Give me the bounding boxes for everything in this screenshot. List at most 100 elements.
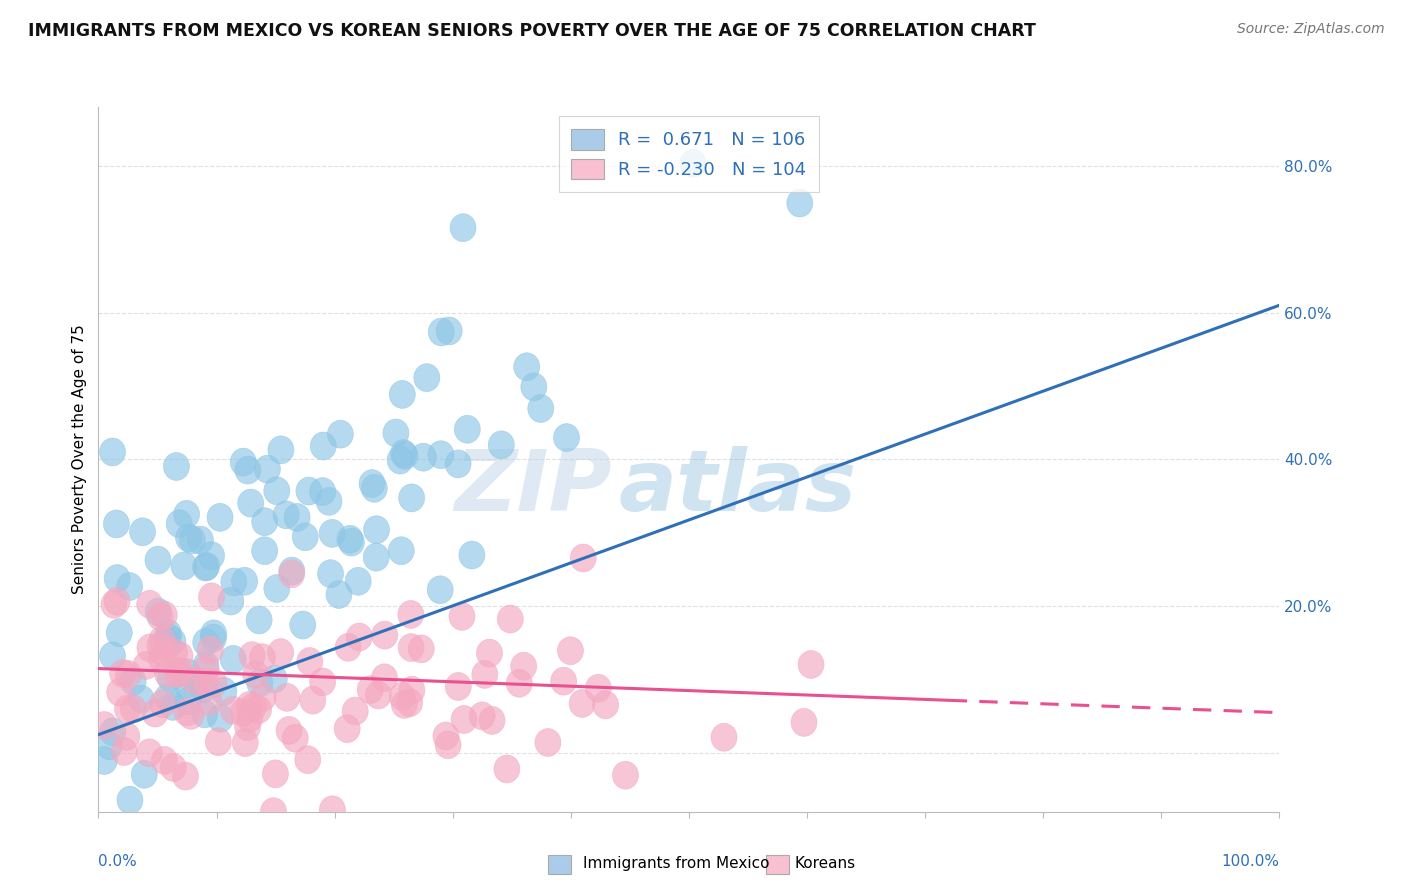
Ellipse shape xyxy=(319,796,346,823)
Ellipse shape xyxy=(267,639,294,666)
Ellipse shape xyxy=(450,214,477,242)
Ellipse shape xyxy=(254,455,280,483)
Ellipse shape xyxy=(318,559,343,588)
Ellipse shape xyxy=(198,583,225,611)
Ellipse shape xyxy=(162,639,187,666)
Ellipse shape xyxy=(221,568,247,596)
Ellipse shape xyxy=(100,642,125,670)
Ellipse shape xyxy=(551,667,576,695)
Ellipse shape xyxy=(176,524,201,552)
Ellipse shape xyxy=(269,436,294,464)
Ellipse shape xyxy=(160,627,186,656)
Ellipse shape xyxy=(218,587,243,615)
Ellipse shape xyxy=(527,394,554,423)
Ellipse shape xyxy=(346,567,371,595)
Ellipse shape xyxy=(173,762,198,790)
Ellipse shape xyxy=(172,552,197,580)
Ellipse shape xyxy=(292,523,318,550)
Ellipse shape xyxy=(411,443,436,471)
Ellipse shape xyxy=(260,797,287,826)
Ellipse shape xyxy=(520,373,547,401)
Ellipse shape xyxy=(309,478,336,506)
Ellipse shape xyxy=(569,690,595,717)
Ellipse shape xyxy=(319,519,344,548)
Ellipse shape xyxy=(193,628,219,657)
Ellipse shape xyxy=(792,708,817,736)
Ellipse shape xyxy=(236,691,263,719)
Y-axis label: Seniors Poverty Over the Age of 75: Seniors Poverty Over the Age of 75 xyxy=(72,325,87,594)
Ellipse shape xyxy=(408,635,434,663)
Ellipse shape xyxy=(193,668,219,697)
Ellipse shape xyxy=(136,591,163,618)
Text: Immigrants from Mexico: Immigrants from Mexico xyxy=(583,856,770,871)
Ellipse shape xyxy=(429,318,454,346)
Ellipse shape xyxy=(136,739,162,767)
Ellipse shape xyxy=(145,598,172,626)
Ellipse shape xyxy=(371,621,398,649)
Ellipse shape xyxy=(104,565,131,592)
Ellipse shape xyxy=(160,692,186,721)
Ellipse shape xyxy=(326,581,352,608)
Ellipse shape xyxy=(585,674,612,702)
Ellipse shape xyxy=(316,487,342,516)
Ellipse shape xyxy=(247,669,273,697)
Ellipse shape xyxy=(361,475,387,502)
Ellipse shape xyxy=(120,667,146,696)
Ellipse shape xyxy=(197,636,224,664)
Ellipse shape xyxy=(388,537,415,565)
Ellipse shape xyxy=(231,448,256,476)
Ellipse shape xyxy=(194,552,219,581)
Ellipse shape xyxy=(100,828,127,855)
Ellipse shape xyxy=(193,656,219,683)
Ellipse shape xyxy=(97,731,122,760)
Ellipse shape xyxy=(129,518,156,546)
Ellipse shape xyxy=(180,526,205,554)
Ellipse shape xyxy=(427,576,453,604)
Ellipse shape xyxy=(167,657,193,685)
Ellipse shape xyxy=(176,687,201,714)
Ellipse shape xyxy=(201,620,226,648)
Ellipse shape xyxy=(117,573,142,600)
Ellipse shape xyxy=(239,641,266,670)
Ellipse shape xyxy=(157,664,183,692)
Ellipse shape xyxy=(787,189,813,217)
Ellipse shape xyxy=(311,432,336,460)
Ellipse shape xyxy=(174,698,200,726)
Ellipse shape xyxy=(152,640,177,667)
Ellipse shape xyxy=(389,381,415,409)
Ellipse shape xyxy=(249,644,276,672)
Ellipse shape xyxy=(252,537,277,565)
Ellipse shape xyxy=(148,644,174,672)
Ellipse shape xyxy=(167,642,193,670)
Ellipse shape xyxy=(232,729,259,756)
Ellipse shape xyxy=(554,424,579,451)
Ellipse shape xyxy=(128,685,155,713)
Ellipse shape xyxy=(250,683,276,711)
Ellipse shape xyxy=(363,543,389,571)
Ellipse shape xyxy=(398,633,425,662)
Ellipse shape xyxy=(111,738,138,765)
Ellipse shape xyxy=(165,660,191,688)
Ellipse shape xyxy=(488,431,515,458)
Ellipse shape xyxy=(156,620,181,648)
Ellipse shape xyxy=(207,503,233,532)
Ellipse shape xyxy=(274,683,299,711)
Ellipse shape xyxy=(328,420,353,448)
Ellipse shape xyxy=(357,675,384,704)
Ellipse shape xyxy=(337,525,363,553)
Ellipse shape xyxy=(205,728,232,756)
Ellipse shape xyxy=(299,686,326,714)
Ellipse shape xyxy=(174,670,200,698)
Ellipse shape xyxy=(335,633,361,661)
Ellipse shape xyxy=(155,628,180,657)
Ellipse shape xyxy=(208,705,233,732)
Ellipse shape xyxy=(187,526,214,554)
Ellipse shape xyxy=(191,700,218,728)
Ellipse shape xyxy=(371,664,398,692)
Ellipse shape xyxy=(142,699,169,727)
Ellipse shape xyxy=(166,510,193,538)
Ellipse shape xyxy=(212,814,239,842)
Ellipse shape xyxy=(235,713,260,740)
Legend: R =  0.671   N = 106, R = -0.230   N = 104: R = 0.671 N = 106, R = -0.230 N = 104 xyxy=(558,116,820,192)
Text: Source: ZipAtlas.com: Source: ZipAtlas.com xyxy=(1237,22,1385,37)
